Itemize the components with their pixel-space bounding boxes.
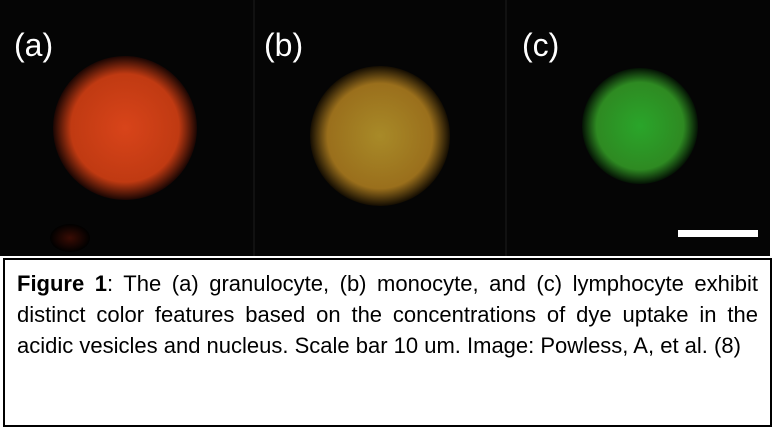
cell-monocyte xyxy=(310,66,450,206)
caption-box: Figure 1: The (a) granulocyte, (b) monoc… xyxy=(3,258,772,427)
caption-text: : The (a) granulocyte, (b) monocyte, and… xyxy=(17,271,758,358)
panel-label: (a) xyxy=(14,27,53,63)
page: (a) (b) (c) Figure 1: The (a) granulocyt… xyxy=(0,0,775,430)
panel-label: (b) xyxy=(264,27,303,63)
scale-bar xyxy=(678,230,758,237)
cell-granulocyte xyxy=(53,56,197,200)
figure-image: (a) (b) (c) xyxy=(0,0,770,256)
panel-label: (c) xyxy=(522,27,559,63)
cell-fragment xyxy=(50,224,90,252)
cell-lymphocyte xyxy=(582,68,698,184)
caption-label: Figure 1 xyxy=(17,271,107,296)
